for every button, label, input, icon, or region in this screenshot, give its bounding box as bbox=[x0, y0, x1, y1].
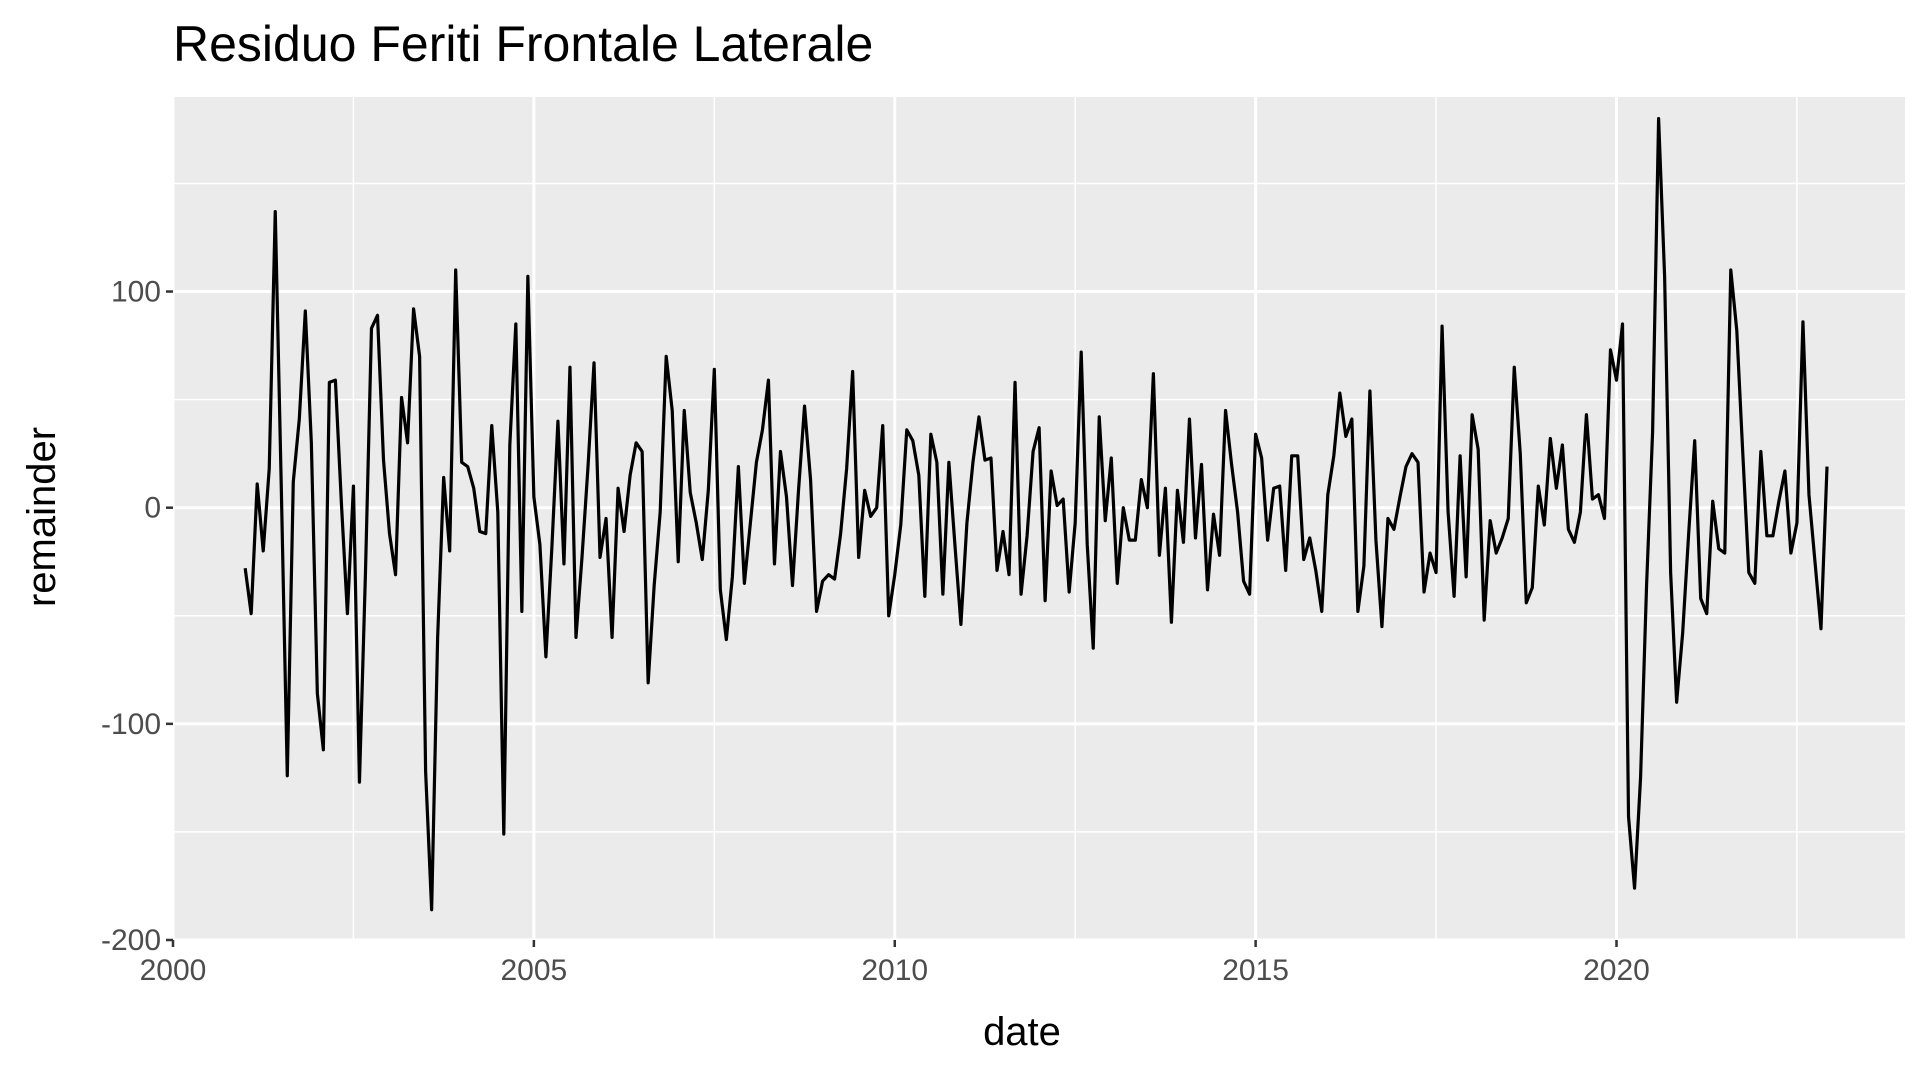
x-tick-label: 2000 bbox=[140, 954, 207, 987]
x-tick-label: 2010 bbox=[861, 954, 928, 987]
grid-minor bbox=[173, 97, 1905, 940]
chart-title: Residuo Feriti Frontale Laterale bbox=[173, 16, 873, 72]
y-tick-label: 100 bbox=[111, 276, 161, 309]
x-axis: 2000 2005 2010 2015 2020 bbox=[140, 940, 1650, 987]
y-axis-title: remainder bbox=[20, 427, 64, 607]
y-tick-label: 0 bbox=[144, 492, 161, 525]
y-tick-label: -100 bbox=[101, 708, 161, 741]
x-tick-label: 2015 bbox=[1222, 954, 1289, 987]
y-axis: -200 -100 0 100 bbox=[101, 276, 173, 957]
x-tick-label: 2020 bbox=[1583, 954, 1650, 987]
series-line-remainder bbox=[243, 117, 1829, 912]
x-axis-title: date bbox=[983, 1010, 1061, 1054]
x-tick-label: 2005 bbox=[500, 954, 567, 987]
y-tick-label: -200 bbox=[101, 924, 161, 957]
